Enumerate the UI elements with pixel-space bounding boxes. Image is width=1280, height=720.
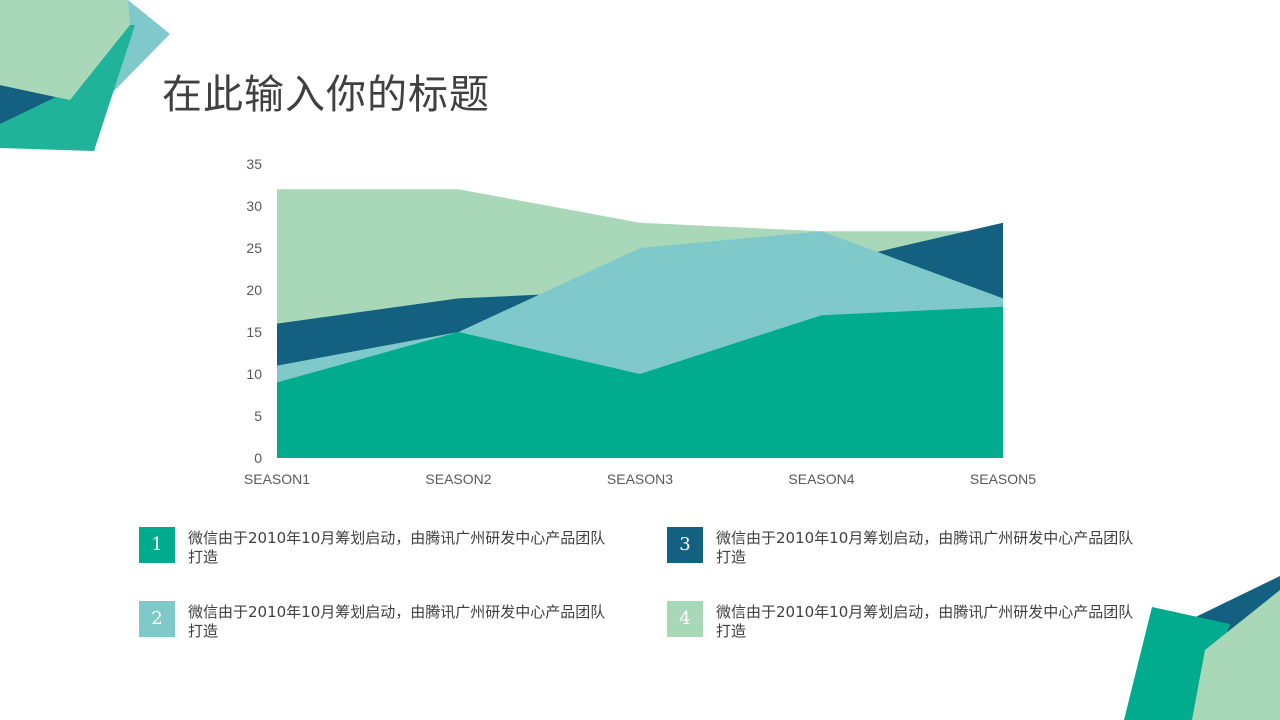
x-tick-label: SEASON1 <box>244 471 310 487</box>
x-axis-ticks: SEASON1 SEASON2 SEASON3 SEASON4 SEASON5 <box>244 471 1036 487</box>
page-title: 在此输入你的标题 <box>162 72 490 118</box>
bottom-right-decoration <box>1124 576 1280 720</box>
y-tick-label: 30 <box>246 198 262 214</box>
note-number-badge: 4 <box>667 601 703 637</box>
chart-areas <box>277 189 1003 458</box>
note-item-3: 3 微信由于2010年10月筹划启动，由腾讯广州研发中心产品团队打造 <box>667 527 1137 567</box>
note-item-2: 2 微信由于2010年10月筹划启动，由腾讯广州研发中心产品团队打造 <box>139 601 609 641</box>
y-tick-label: 0 <box>254 450 262 466</box>
y-axis-ticks: 0 5 10 15 20 25 30 35 <box>246 156 262 466</box>
x-tick-label: SEASON4 <box>788 471 854 487</box>
note-text: 微信由于2010年10月筹划启动，由腾讯广州研发中心产品团队打造 <box>716 603 1134 640</box>
note-text: 微信由于2010年10月筹划启动，由腾讯广州研发中心产品团队打造 <box>188 529 606 566</box>
area-series-4 <box>277 306 1003 458</box>
y-tick-label: 10 <box>246 366 262 382</box>
top-left-decoration <box>0 0 170 151</box>
note-item-4: 4 微信由于2010年10月筹划启动，由腾讯广州研发中心产品团队打造 <box>667 601 1137 641</box>
note-text: 微信由于2010年10月筹划启动，由腾讯广州研发中心产品团队打造 <box>716 529 1134 566</box>
x-tick-label: SEASON3 <box>607 471 673 487</box>
note-text: 微信由于2010年10月筹划启动，由腾讯广州研发中心产品团队打造 <box>188 603 606 640</box>
y-tick-label: 5 <box>254 408 262 424</box>
y-tick-label: 35 <box>246 156 262 172</box>
y-tick-label: 20 <box>246 282 262 298</box>
y-tick-label: 15 <box>246 324 262 340</box>
x-tick-label: SEASON2 <box>425 471 491 487</box>
x-tick-label: SEASON5 <box>970 471 1036 487</box>
note-number-badge: 2 <box>139 601 175 637</box>
note-item-1: 1 微信由于2010年10月筹划启动，由腾讯广州研发中心产品团队打造 <box>139 527 609 567</box>
note-number-badge: 1 <box>139 527 175 563</box>
note-number-badge: 3 <box>667 527 703 563</box>
y-tick-label: 25 <box>246 240 262 256</box>
